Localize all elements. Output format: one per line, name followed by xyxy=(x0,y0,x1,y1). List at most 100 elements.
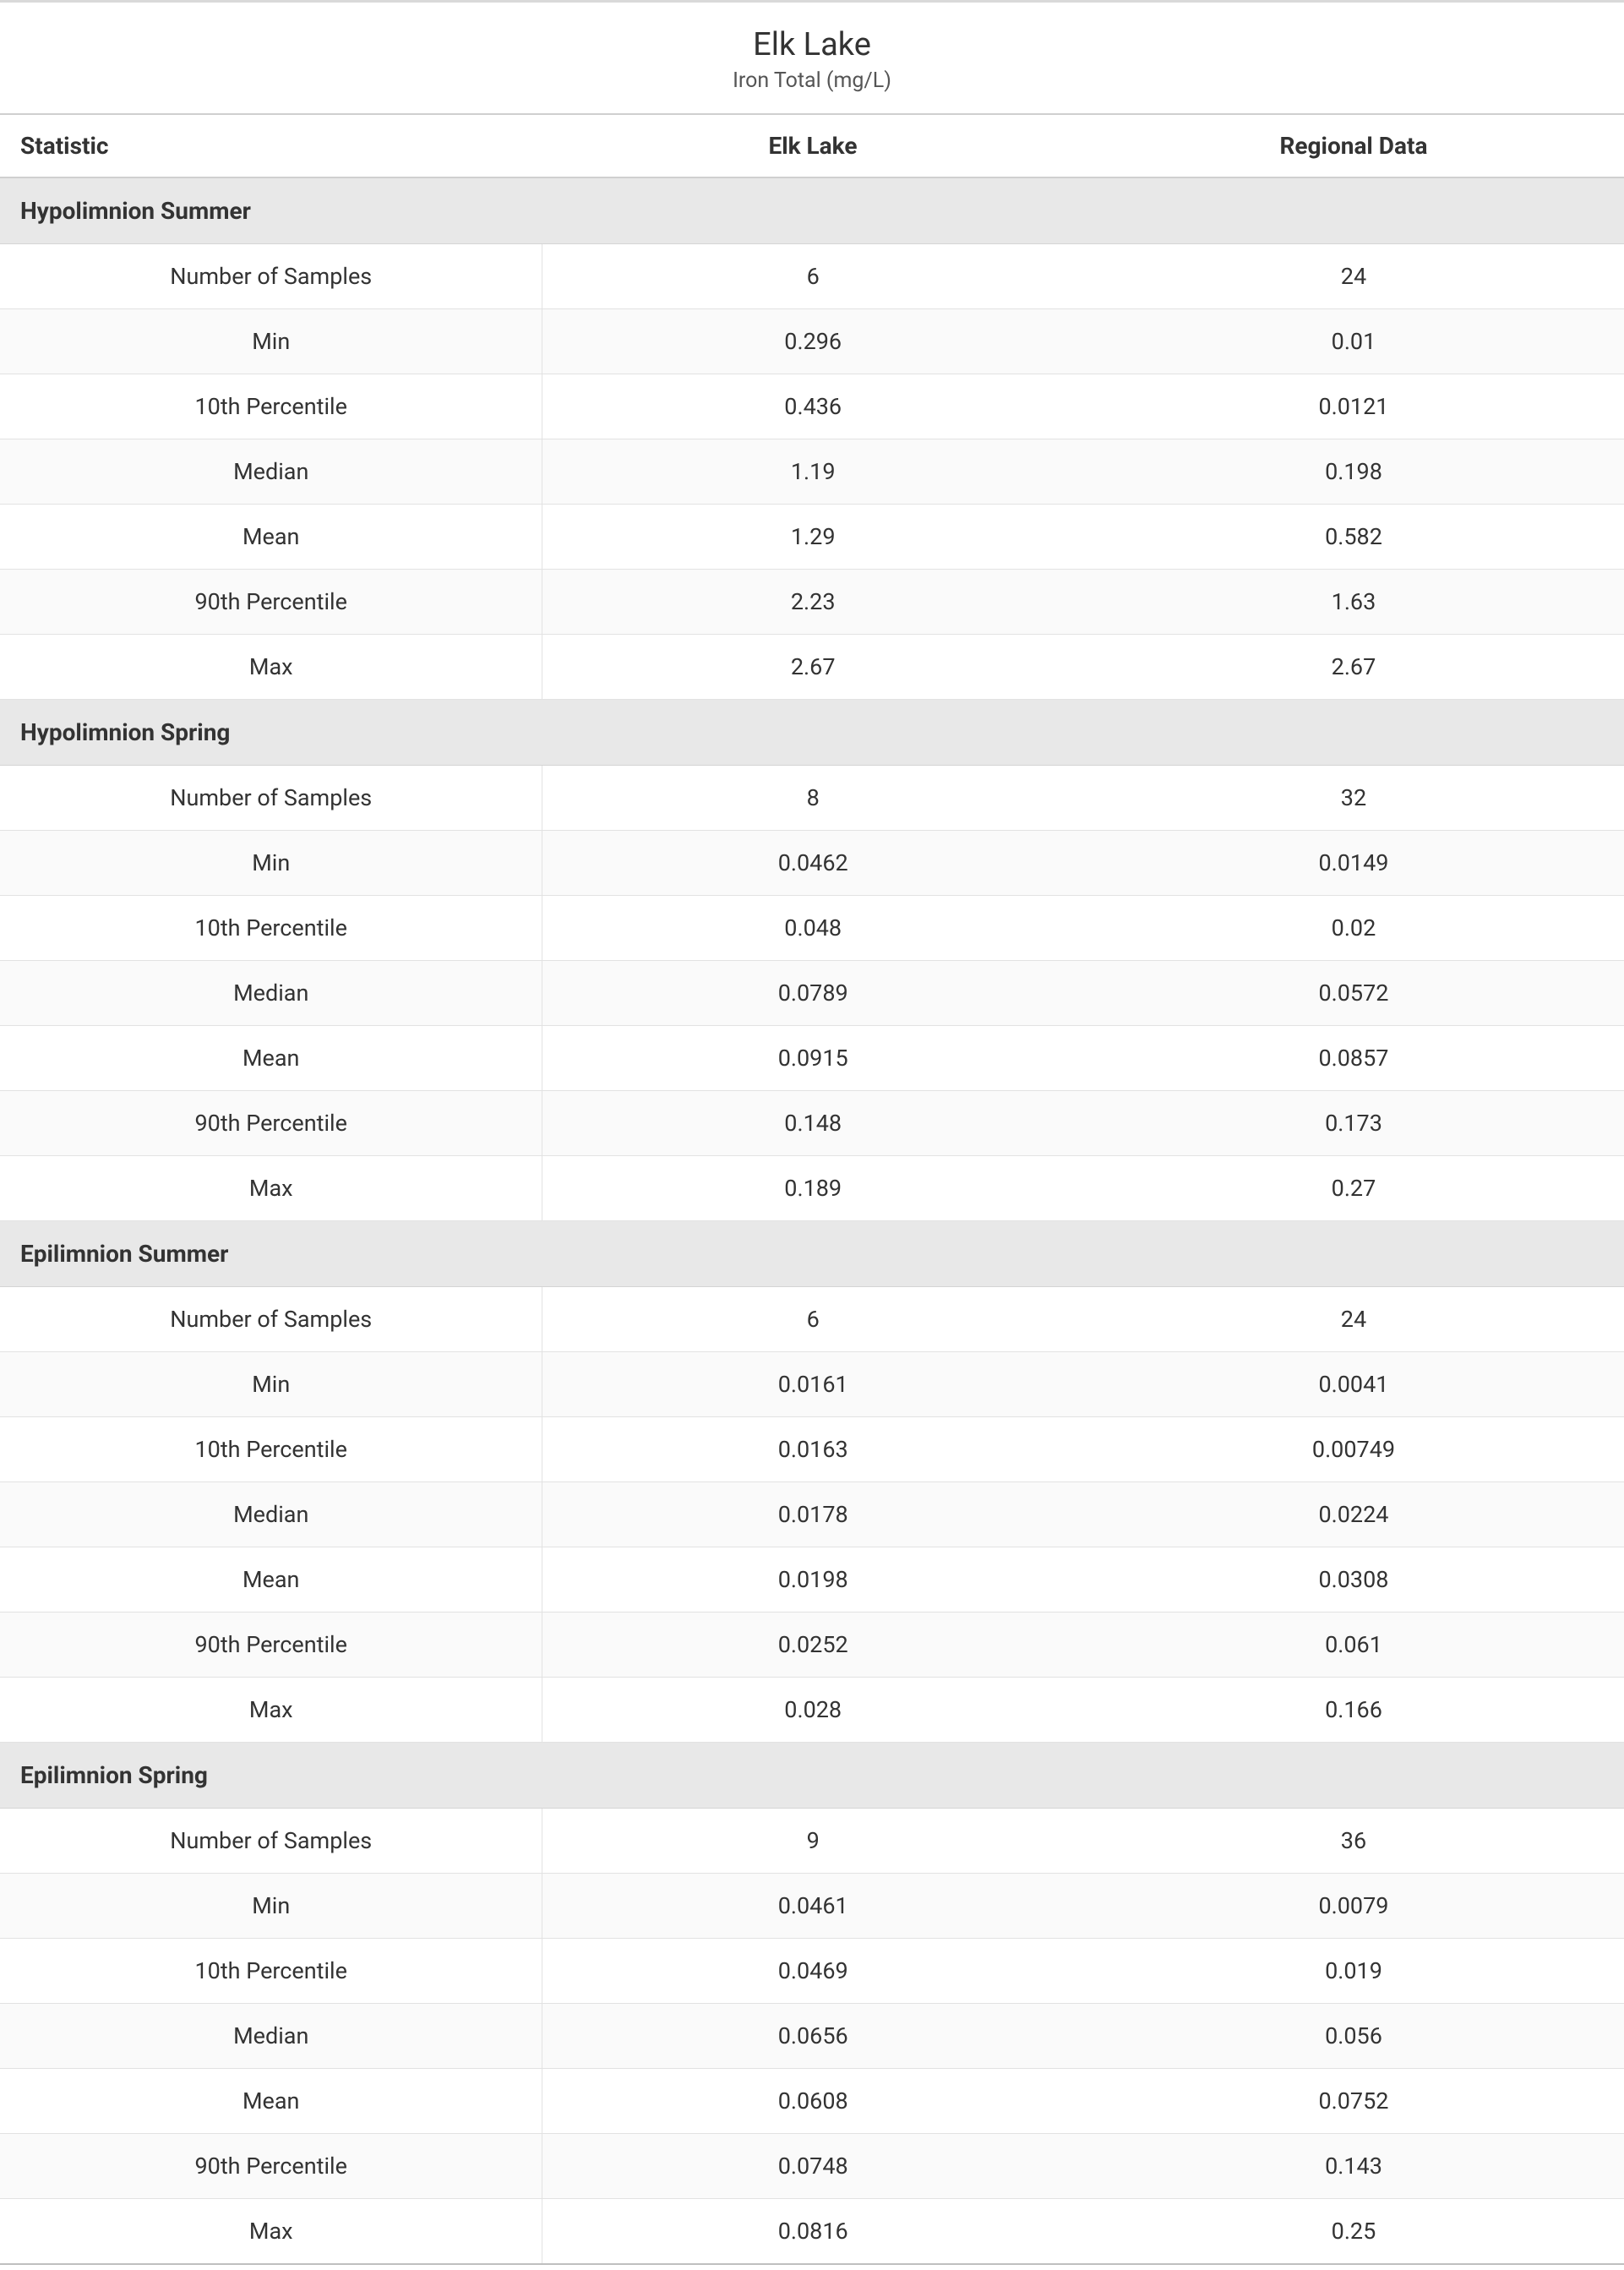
regional-value-cell: 0.0572 xyxy=(1083,961,1624,1026)
table-row: 90th Percentile2.231.63 xyxy=(0,570,1624,635)
table-row: Max2.672.67 xyxy=(0,635,1624,700)
table-row: 10th Percentile0.4360.0121 xyxy=(0,374,1624,439)
regional-value-cell: 0.198 xyxy=(1083,439,1624,505)
regional-value-cell: 0.061 xyxy=(1083,1612,1624,1678)
col-header-statistic: Statistic xyxy=(0,114,542,177)
table-row: Number of Samples936 xyxy=(0,1809,1624,1874)
table-title-row: Elk Lake xyxy=(0,3,1624,68)
section-header-row: Epilimnion Summer xyxy=(0,1221,1624,1287)
table-row: Min0.04610.0079 xyxy=(0,1874,1624,1939)
table-row: Min0.2960.01 xyxy=(0,309,1624,374)
regional-value-cell: 0.0857 xyxy=(1083,1026,1624,1091)
regional-value-cell: 2.67 xyxy=(1083,635,1624,700)
local-value-cell: 0.148 xyxy=(542,1091,1083,1156)
local-value-cell: 2.23 xyxy=(542,570,1083,635)
regional-value-cell: 0.143 xyxy=(1083,2134,1624,2199)
section-header: Hypolimnion Summer xyxy=(0,177,1624,244)
local-value-cell: 9 xyxy=(542,1809,1083,1874)
local-value-cell: 0.0198 xyxy=(542,1547,1083,1612)
table-row: Number of Samples624 xyxy=(0,1287,1624,1352)
regional-value-cell: 0.01 xyxy=(1083,309,1624,374)
stat-name-cell: Median xyxy=(0,439,542,505)
stat-name-cell: 90th Percentile xyxy=(0,2134,542,2199)
table-row: 90th Percentile0.1480.173 xyxy=(0,1091,1624,1156)
stat-name-cell: Median xyxy=(0,961,542,1026)
stat-name-cell: Median xyxy=(0,2004,542,2069)
section-header: Epilimnion Summer xyxy=(0,1221,1624,1287)
local-value-cell: 2.67 xyxy=(542,635,1083,700)
section-header: Epilimnion Spring xyxy=(0,1743,1624,1809)
local-value-cell: 0.0163 xyxy=(542,1417,1083,1482)
section-header-row: Hypolimnion Spring xyxy=(0,700,1624,766)
table-row: Mean0.01980.0308 xyxy=(0,1547,1624,1612)
stats-table: Elk Lake Iron Total (mg/L) Statistic Elk… xyxy=(0,3,1624,2265)
regional-value-cell: 36 xyxy=(1083,1809,1624,1874)
table-row: Min0.01610.0041 xyxy=(0,1352,1624,1417)
local-value-cell: 0.0915 xyxy=(542,1026,1083,1091)
regional-value-cell: 0.27 xyxy=(1083,1156,1624,1221)
local-value-cell: 0.296 xyxy=(542,309,1083,374)
stat-name-cell: Number of Samples xyxy=(0,1287,542,1352)
regional-value-cell: 0.0149 xyxy=(1083,831,1624,896)
local-value-cell: 0.0252 xyxy=(542,1612,1083,1678)
local-value-cell: 1.19 xyxy=(542,439,1083,505)
local-value-cell: 1.29 xyxy=(542,505,1083,570)
table-title: Elk Lake xyxy=(0,3,1624,68)
local-value-cell: 0.0816 xyxy=(542,2199,1083,2265)
stat-name-cell: Max xyxy=(0,2199,542,2265)
regional-value-cell: 24 xyxy=(1083,1287,1624,1352)
regional-value-cell: 0.0079 xyxy=(1083,1874,1624,1939)
table-bottom-rule xyxy=(0,2264,1624,2265)
section-header-row: Epilimnion Spring xyxy=(0,1743,1624,1809)
local-value-cell: 0.0462 xyxy=(542,831,1083,896)
table-row: Max0.0280.166 xyxy=(0,1678,1624,1743)
stat-name-cell: 10th Percentile xyxy=(0,1939,542,2004)
table-row: Number of Samples624 xyxy=(0,244,1624,309)
stat-name-cell: Max xyxy=(0,635,542,700)
regional-value-cell: 0.25 xyxy=(1083,2199,1624,2265)
stat-name-cell: Mean xyxy=(0,1547,542,1612)
table-row: Median0.06560.056 xyxy=(0,2004,1624,2069)
stat-name-cell: Median xyxy=(0,1482,542,1547)
table-subtitle: Iron Total (mg/L) xyxy=(0,68,1624,114)
stat-name-cell: 10th Percentile xyxy=(0,1417,542,1482)
local-value-cell: 0.0608 xyxy=(542,2069,1083,2134)
regional-value-cell: 24 xyxy=(1083,244,1624,309)
stat-name-cell: Number of Samples xyxy=(0,766,542,831)
section-header-row: Hypolimnion Summer xyxy=(0,177,1624,244)
stat-name-cell: Number of Samples xyxy=(0,1809,542,1874)
stat-name-cell: 10th Percentile xyxy=(0,374,542,439)
stat-name-cell: Min xyxy=(0,831,542,896)
regional-value-cell: 0.166 xyxy=(1083,1678,1624,1743)
col-header-regional: Regional Data xyxy=(1083,114,1624,177)
table-row: Median0.07890.0572 xyxy=(0,961,1624,1026)
stat-name-cell: Min xyxy=(0,1352,542,1417)
stat-name-cell: 10th Percentile xyxy=(0,896,542,961)
table-row: Min0.04620.0149 xyxy=(0,831,1624,896)
table-row: 10th Percentile0.04690.019 xyxy=(0,1939,1624,2004)
local-value-cell: 0.0161 xyxy=(542,1352,1083,1417)
stat-name-cell: 90th Percentile xyxy=(0,570,542,635)
table-row: Max0.08160.25 xyxy=(0,2199,1624,2265)
section-header: Hypolimnion Spring xyxy=(0,700,1624,766)
local-value-cell: 0.0656 xyxy=(542,2004,1083,2069)
table-row: Number of Samples832 xyxy=(0,766,1624,831)
local-value-cell: 0.0461 xyxy=(542,1874,1083,1939)
regional-value-cell: 0.019 xyxy=(1083,1939,1624,2004)
regional-value-cell: 0.056 xyxy=(1083,2004,1624,2069)
regional-value-cell: 0.0752 xyxy=(1083,2069,1624,2134)
table-row: Median0.01780.0224 xyxy=(0,1482,1624,1547)
local-value-cell: 6 xyxy=(542,244,1083,309)
stat-name-cell: Min xyxy=(0,1874,542,1939)
table-row: Median1.190.198 xyxy=(0,439,1624,505)
stat-name-cell: 90th Percentile xyxy=(0,1612,542,1678)
local-value-cell: 0.0178 xyxy=(542,1482,1083,1547)
table-row: Mean0.06080.0752 xyxy=(0,2069,1624,2134)
table-row: 10th Percentile0.01630.00749 xyxy=(0,1417,1624,1482)
local-value-cell: 8 xyxy=(542,766,1083,831)
local-value-cell: 0.189 xyxy=(542,1156,1083,1221)
table-row: 10th Percentile0.0480.02 xyxy=(0,896,1624,961)
table-row: 90th Percentile0.07480.143 xyxy=(0,2134,1624,2199)
local-value-cell: 0.0469 xyxy=(542,1939,1083,2004)
stat-name-cell: Max xyxy=(0,1678,542,1743)
